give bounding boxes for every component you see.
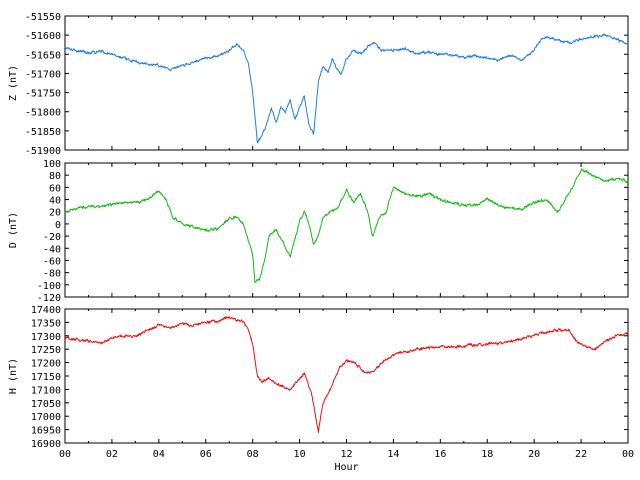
y-tick-label-3-0: 17400 bbox=[31, 305, 61, 316]
y-tick-label-1-6: -51850 bbox=[25, 127, 61, 138]
y-axis-label-1: Z (nT) bbox=[8, 65, 19, 101]
x-tick-label-12: 00 bbox=[622, 449, 634, 460]
x-tick-label-2: 04 bbox=[153, 449, 165, 460]
y-tick-label-1-4: -51750 bbox=[25, 89, 61, 100]
y-tick-label-1-7: -51900 bbox=[25, 146, 61, 157]
x-tick-label-1: 02 bbox=[106, 449, 118, 460]
x-tick-label-8: 16 bbox=[434, 449, 446, 460]
y-tick-label-2-11: -120 bbox=[37, 293, 61, 304]
y-tick-label-2-8: -60 bbox=[43, 256, 61, 267]
x-tick-label-4: 08 bbox=[247, 449, 259, 460]
y-tick-label-2-9: -80 bbox=[43, 269, 61, 280]
x-tick-label-6: 12 bbox=[340, 449, 352, 460]
x-tick-label-10: 20 bbox=[528, 449, 540, 460]
y-tick-label-2-5: 0 bbox=[55, 220, 61, 231]
y-tick-label-2-7: -40 bbox=[43, 244, 61, 255]
y-tick-label-3-5: 17150 bbox=[31, 372, 61, 383]
x-tick-label-7: 14 bbox=[387, 449, 399, 460]
x-axis-label: Hour bbox=[334, 462, 358, 473]
y-tick-label-1-5: -51800 bbox=[25, 108, 61, 119]
x-tick-label-5: 10 bbox=[294, 449, 306, 460]
y-tick-label-3-1: 17350 bbox=[31, 318, 61, 329]
y-tick-label-3-2: 17300 bbox=[31, 332, 61, 343]
series-line-2 bbox=[64, 168, 629, 283]
y-tick-label-3-10: 16900 bbox=[31, 439, 61, 450]
series-line-1 bbox=[64, 33, 629, 144]
series-line-3 bbox=[64, 316, 629, 434]
y-tick-label-2-10: -100 bbox=[37, 281, 61, 292]
x-tick-label-11: 22 bbox=[575, 449, 587, 460]
y-tick-label-1-1: -51600 bbox=[25, 31, 61, 42]
y-tick-label-2-3: 40 bbox=[49, 196, 61, 207]
x-tick-label-3: 06 bbox=[200, 449, 212, 460]
y-tick-label-2-6: -20 bbox=[43, 232, 61, 243]
x-tick-label-9: 18 bbox=[481, 449, 493, 460]
plot-frame-2 bbox=[64, 162, 629, 298]
y-tick-label-1-3: -51700 bbox=[25, 69, 61, 80]
x-tick-label-0: 00 bbox=[59, 449, 71, 460]
plot-frame-1 bbox=[64, 15, 629, 151]
y-tick-label-3-6: 17100 bbox=[31, 385, 61, 396]
y-tick-label-3-4: 17200 bbox=[31, 359, 61, 370]
y-tick-label-3-9: 16950 bbox=[31, 426, 61, 437]
y-tick-label-3-7: 17050 bbox=[31, 399, 61, 410]
y-tick-label-2-2: 60 bbox=[49, 183, 61, 194]
y-tick-label-2-4: 20 bbox=[49, 208, 61, 219]
y-axis-label-2: D (nT) bbox=[8, 212, 19, 248]
y-tick-label-3-3: 17250 bbox=[31, 345, 61, 356]
y-tick-label-1-2: -51650 bbox=[25, 50, 61, 61]
y-tick-label-3-8: 17000 bbox=[31, 412, 61, 423]
y-tick-label-2-0: 100 bbox=[43, 159, 61, 170]
y-tick-label-1-0: -51550 bbox=[25, 12, 61, 23]
y-tick-label-2-1: 80 bbox=[49, 171, 61, 182]
y-axis-label-3: H (nT) bbox=[8, 358, 19, 394]
